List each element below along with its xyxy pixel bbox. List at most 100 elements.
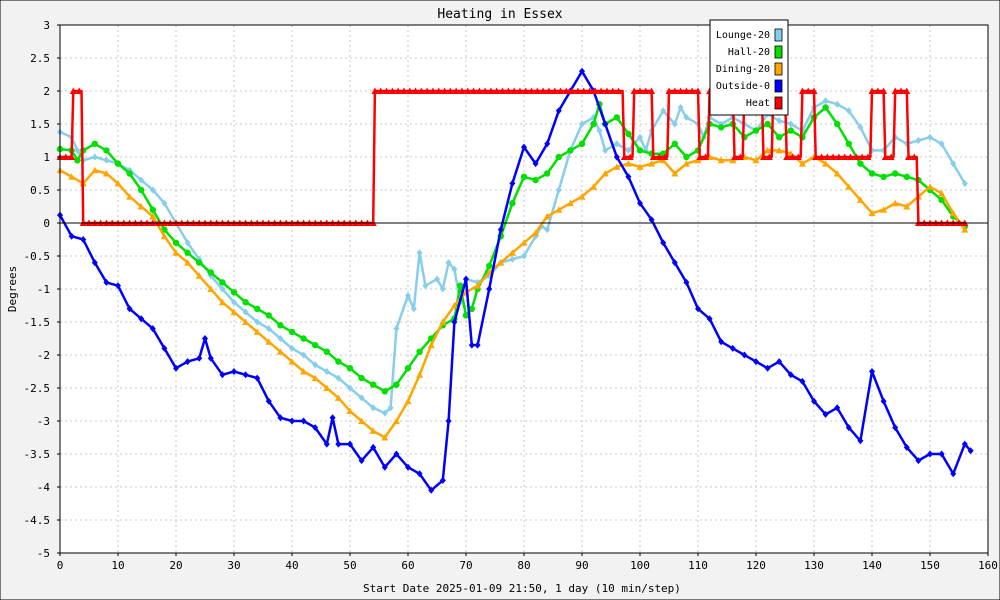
data-point <box>493 87 501 94</box>
data-point <box>439 318 447 325</box>
data-point <box>648 216 655 224</box>
data-point <box>486 262 493 270</box>
data-point <box>137 203 145 210</box>
data-point <box>457 282 464 289</box>
data-point <box>677 87 685 94</box>
data-point <box>346 365 354 372</box>
data-point <box>149 206 156 213</box>
data-point <box>323 368 330 375</box>
data-point <box>387 404 394 412</box>
data-point <box>787 127 794 134</box>
data-point <box>671 170 679 177</box>
data-point <box>915 137 922 144</box>
legend: Lounge-20 Hall-20 Dining-20 Outside-0 Heat <box>709 19 789 116</box>
data-point <box>794 153 802 160</box>
data-point <box>231 298 237 306</box>
data-point <box>938 450 945 458</box>
data-point <box>597 87 605 94</box>
data-point <box>369 427 377 434</box>
data-point <box>450 302 458 309</box>
data-point <box>661 153 669 160</box>
data-point <box>115 282 121 290</box>
data-point <box>497 259 505 266</box>
data-point <box>858 153 866 160</box>
data-point <box>533 87 541 94</box>
data-point <box>660 239 667 247</box>
data-point <box>760 153 768 160</box>
data-point <box>393 450 400 458</box>
data-point <box>231 368 237 375</box>
data-point <box>394 87 402 94</box>
data-point <box>370 381 377 388</box>
data-point <box>91 259 98 267</box>
data-point <box>532 176 539 184</box>
data-point <box>462 312 470 319</box>
data-point <box>91 140 99 147</box>
data-point <box>636 147 644 154</box>
data-point <box>300 335 307 342</box>
data-point <box>265 338 273 345</box>
data-point <box>682 160 690 167</box>
data-point <box>103 156 110 164</box>
data-point <box>311 374 319 382</box>
data-point <box>528 87 536 94</box>
data-point <box>671 140 678 147</box>
data-point <box>445 259 452 267</box>
data-point <box>637 133 643 141</box>
data-point <box>677 104 684 111</box>
chart-title: Heating in Essex <box>437 7 562 22</box>
data-point <box>544 226 551 234</box>
data-point <box>544 170 551 177</box>
data-point <box>91 153 98 161</box>
data-point <box>464 87 472 94</box>
data-point <box>312 341 319 349</box>
data-point <box>323 348 330 355</box>
data-point <box>207 354 214 362</box>
data-point <box>881 153 889 160</box>
data-point <box>543 212 551 220</box>
data-point <box>787 120 794 128</box>
data-point <box>562 87 570 94</box>
data-point <box>277 322 284 329</box>
data-point <box>829 153 837 160</box>
data-point <box>404 365 412 372</box>
data-point <box>857 437 864 445</box>
data-point <box>590 183 598 190</box>
data-point <box>463 275 469 283</box>
x-tick-label: 140 <box>862 559 882 572</box>
data-point <box>551 87 559 94</box>
data-point <box>659 156 667 164</box>
data-point <box>416 249 423 257</box>
data-point <box>149 186 156 194</box>
data-point <box>91 166 99 174</box>
x-tick-label: 80 <box>517 559 530 572</box>
data-point <box>381 463 388 471</box>
data-point <box>230 308 238 316</box>
data-point <box>405 292 411 300</box>
y-tick-label: -3 <box>37 415 50 428</box>
data-point <box>335 374 342 382</box>
legend-label-dining-20: Dining-20 <box>716 64 770 75</box>
data-point <box>625 173 632 181</box>
legend-swatch-hall-20 <box>774 45 783 59</box>
data-point <box>242 308 249 316</box>
data-point <box>126 305 133 313</box>
data-point <box>834 404 841 412</box>
data-point <box>393 325 400 333</box>
data-point <box>521 143 527 151</box>
data-point <box>789 153 797 160</box>
axis-ticks: 0 10 20 30 40 50 60 70 80 90 100 110 120 130 140 150 160… <box>24 19 998 572</box>
data-point <box>602 120 609 128</box>
y-tick-label: 2.5 <box>30 52 50 65</box>
data-point <box>783 153 791 160</box>
data-point <box>277 335 284 342</box>
data-point <box>591 87 599 94</box>
data-point <box>393 381 400 388</box>
data-point <box>416 371 424 378</box>
data-point <box>613 114 620 121</box>
data-point <box>509 179 516 187</box>
data-point <box>764 364 771 372</box>
data-point <box>195 272 203 279</box>
data-point <box>798 160 806 167</box>
data-point <box>404 397 412 405</box>
